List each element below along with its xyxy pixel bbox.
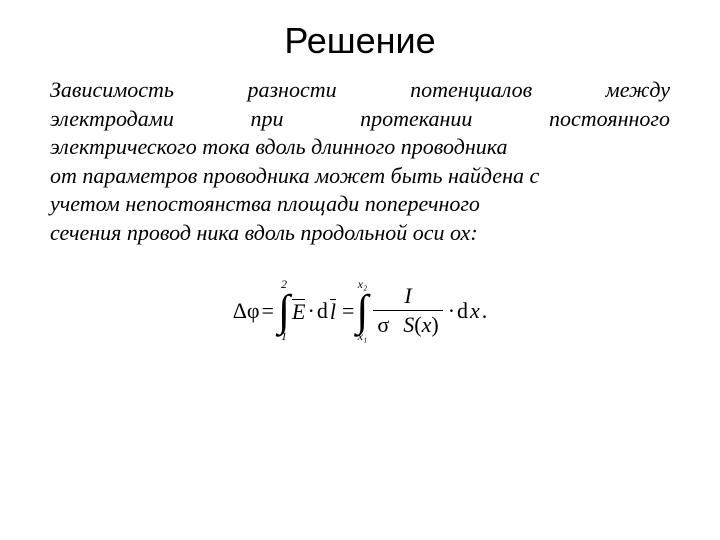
- para-line-1: Зависимость разности потенциалов между: [50, 76, 670, 105]
- solution-paragraph: Зависимость разности потенциалов между э…: [50, 76, 670, 248]
- integral-1: 2 ∫ 1: [278, 278, 290, 344]
- frac-num: I: [400, 284, 415, 310]
- fraction: I σ S(x): [373, 284, 442, 337]
- para-line-4: от параметров проводника может быть найд…: [50, 162, 670, 191]
- int2-lower: x₁: [358, 330, 368, 344]
- sym-x: x: [470, 298, 480, 324]
- integral-2: x₂ ∫ x₁: [356, 278, 368, 344]
- page-title: Решение: [50, 20, 670, 62]
- formula-container: Δφ = 2 ∫ 1 E · d l = x₂ ∫ x₁ I σ: [50, 278, 670, 344]
- page: Решение Зависимость разности потенциалов…: [0, 0, 720, 540]
- sym-sigma: σ: [377, 312, 389, 337]
- para-line-3: электрического тока вдоль длинного прово…: [50, 133, 670, 162]
- sym-equals-1: =: [262, 298, 274, 324]
- para-line-2: электродами при протекании постоянного: [50, 105, 670, 134]
- para-line-5: учетом непостоянства площади поперечного: [50, 190, 670, 219]
- sym-dot-2: ·: [448, 298, 455, 324]
- sym-l-bar: l: [330, 299, 336, 323]
- frac-den: σ S(x): [373, 310, 442, 337]
- sym-phi: φ: [247, 298, 260, 324]
- sym-dot-1: ·: [307, 298, 314, 324]
- sym-equals-2: =: [342, 298, 354, 324]
- sym-delta: Δ: [233, 298, 247, 324]
- sym-rparen: ): [431, 312, 438, 337]
- int1-lower: 1: [281, 330, 287, 344]
- sym-d-1: d: [317, 298, 328, 324]
- sym-S: S: [403, 312, 414, 337]
- sym-E-bar: E: [292, 299, 305, 323]
- para-line-6: сечения провод ника вдоль продольной оси…: [50, 219, 670, 248]
- sym-lparen: (: [414, 312, 421, 337]
- sym-d-2: d: [457, 298, 468, 324]
- int1-sign: ∫: [278, 292, 290, 330]
- int2-sign: ∫: [356, 292, 368, 330]
- sym-period: .: [482, 298, 488, 324]
- formula: Δφ = 2 ∫ 1 E · d l = x₂ ∫ x₁ I σ: [233, 278, 488, 344]
- sym-x-den: x: [422, 312, 432, 337]
